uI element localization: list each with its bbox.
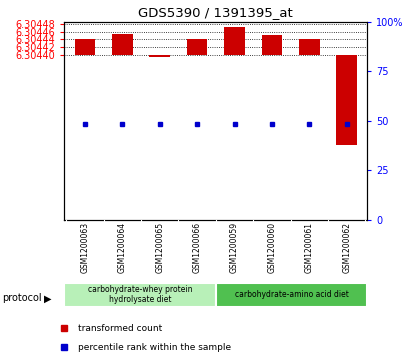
Text: GSM1200066: GSM1200066 [193, 221, 202, 273]
Text: GSM1200063: GSM1200063 [81, 221, 89, 273]
Text: carbohydrate-amino acid diet: carbohydrate-amino acid diet [234, 290, 349, 299]
Text: carbohydrate-whey protein
hydrolysate diet: carbohydrate-whey protein hydrolysate di… [88, 285, 192, 304]
Title: GDS5390 / 1391395_at: GDS5390 / 1391395_at [139, 6, 293, 19]
Bar [299, 38, 320, 55]
Bar [187, 38, 208, 55]
Bar [75, 40, 95, 55]
Bar [64, 283, 216, 307]
Bar [112, 33, 132, 55]
Text: percentile rank within the sample: percentile rank within the sample [78, 343, 232, 352]
Bar [337, 55, 357, 145]
Text: GSM1200062: GSM1200062 [342, 221, 351, 273]
Text: GSM1200059: GSM1200059 [230, 221, 239, 273]
Text: GSM1200064: GSM1200064 [118, 221, 127, 273]
Text: GSM1200065: GSM1200065 [155, 221, 164, 273]
Bar [261, 35, 282, 55]
Text: protocol: protocol [2, 293, 42, 303]
Text: transformed count: transformed count [78, 323, 163, 333]
Text: GSM1200060: GSM1200060 [267, 221, 276, 273]
Bar [224, 27, 245, 55]
Text: GSM1200061: GSM1200061 [305, 221, 314, 273]
Text: ▶: ▶ [44, 293, 51, 303]
Bar [149, 55, 170, 57]
Bar [216, 283, 367, 307]
